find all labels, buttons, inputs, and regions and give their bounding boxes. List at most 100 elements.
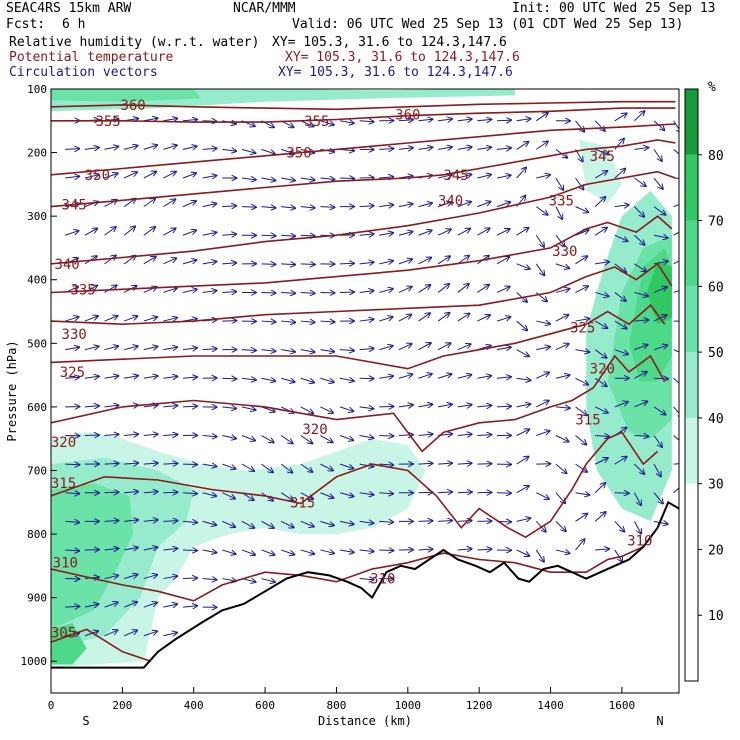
colorbar-tick-label: 70	[708, 215, 724, 230]
wind-vector	[536, 175, 550, 178]
wind-vector	[594, 197, 605, 207]
theta-label: 345	[62, 198, 87, 214]
x-tick-label: 1400	[537, 699, 564, 712]
wind-vector	[536, 321, 550, 324]
y-axis-label: Pressure (hPa)	[5, 340, 19, 441]
wind-vector	[437, 374, 451, 379]
wind-vector	[300, 463, 313, 472]
wind-vector	[535, 142, 548, 150]
wind-vector	[280, 549, 294, 555]
wind-vector	[594, 148, 608, 154]
wind-vector	[202, 121, 217, 122]
wind-vector	[65, 521, 79, 522]
wind-vector	[124, 346, 138, 349]
x-tick-label: 1000	[395, 699, 422, 712]
wind-vector	[182, 348, 197, 350]
wind-vector	[163, 576, 177, 579]
wind-vector	[300, 321, 315, 322]
colorbar-tick-label: 10	[708, 609, 724, 624]
wind-vector	[124, 548, 138, 550]
wind-vector	[124, 146, 137, 150]
theta-label: 355	[304, 114, 329, 130]
wind-vector	[202, 464, 217, 466]
wind-vector	[614, 292, 626, 301]
wind-vector	[457, 202, 471, 208]
wind-vector	[202, 232, 217, 235]
wind-vector	[575, 493, 590, 495]
wind-vector	[595, 549, 609, 550]
wind-vector	[339, 463, 353, 468]
wind-vector	[124, 575, 137, 580]
wind-vector	[516, 549, 530, 556]
wind-vector	[143, 227, 155, 236]
wind-vector	[163, 119, 177, 121]
wind-vector	[673, 231, 679, 236]
wind-vector	[594, 458, 608, 465]
wind-vector	[280, 435, 293, 444]
wind-vector	[575, 319, 590, 321]
wind-vector	[261, 321, 276, 322]
wind-vector	[575, 463, 588, 472]
wind-vector	[457, 256, 469, 265]
wind-vector	[261, 435, 274, 443]
wind-vector	[339, 550, 354, 552]
theta-label: 345	[590, 149, 615, 165]
theta-contour-320	[51, 354, 666, 453]
wind-vector	[163, 258, 176, 265]
wind-vector	[575, 435, 587, 445]
plot-frame	[50, 88, 680, 694]
wind-vector	[84, 346, 99, 349]
wind-vector	[614, 169, 626, 179]
wind-vector	[143, 257, 156, 265]
wind-vector	[123, 227, 135, 236]
wind-vector	[261, 378, 276, 381]
theta-contour-355	[51, 107, 676, 123]
wind-vector	[673, 177, 679, 180]
wind-vector	[143, 603, 157, 608]
wind-vector	[614, 402, 628, 408]
wind-vector	[614, 349, 628, 355]
wind-vector	[496, 287, 510, 293]
wind-vector	[104, 548, 119, 550]
wind-vector	[143, 492, 158, 493]
wind-vector	[300, 377, 314, 382]
wind-vector	[339, 435, 353, 441]
wind-vector	[653, 235, 668, 238]
wind-vector	[202, 521, 217, 525]
wind-vector	[398, 259, 412, 265]
wind-vector	[379, 376, 393, 378]
model-title: SEAC4RS 15km ARW	[6, 1, 132, 16]
wind-vector	[477, 147, 491, 149]
wind-vector	[222, 149, 236, 151]
x-end-label-north: N	[656, 714, 663, 728]
wind-vector	[516, 378, 531, 380]
wind-vector	[418, 343, 431, 351]
theta-label: 310	[370, 572, 395, 588]
wind-vector	[339, 378, 354, 381]
wind-vector	[438, 404, 452, 407]
wind-vector	[84, 316, 98, 322]
wind-vector	[339, 121, 354, 124]
theta-label: 320	[590, 362, 615, 378]
wind-vector	[516, 320, 528, 330]
wind-vector	[379, 493, 393, 494]
wind-vector	[653, 435, 662, 447]
wind-vector	[555, 177, 563, 190]
wind-vector	[653, 345, 667, 351]
wind-vector	[496, 175, 511, 178]
wind-vector	[359, 234, 374, 235]
wind-vector	[261, 264, 276, 265]
wind-vector	[84, 175, 99, 178]
wind-vector	[555, 550, 570, 553]
wind-vector	[104, 227, 116, 236]
wind-vector	[418, 434, 433, 435]
wind-vector	[673, 260, 679, 265]
wind-vector	[575, 406, 587, 415]
wind-vector	[202, 176, 217, 179]
field-rh-xy: XY= 105.3, 31.6 to 124.3,147.6	[272, 35, 507, 50]
wind-vector	[222, 549, 235, 554]
wind-vector	[143, 145, 157, 150]
colorbar-bin	[685, 352, 698, 418]
wind-vector	[280, 463, 292, 472]
wind-vector	[614, 549, 623, 562]
